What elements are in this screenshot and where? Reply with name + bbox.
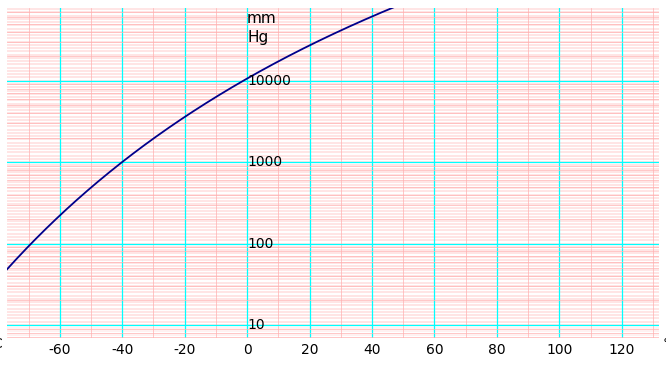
Text: Hg: Hg [247,30,268,45]
Text: 1000: 1000 [247,155,282,169]
Text: °C: °C [0,338,3,351]
Text: mm: mm [247,10,277,26]
Text: 10000: 10000 [247,74,291,88]
Text: 100: 100 [247,237,274,250]
Text: °C: °C [663,338,666,351]
Text: 10: 10 [247,318,265,332]
